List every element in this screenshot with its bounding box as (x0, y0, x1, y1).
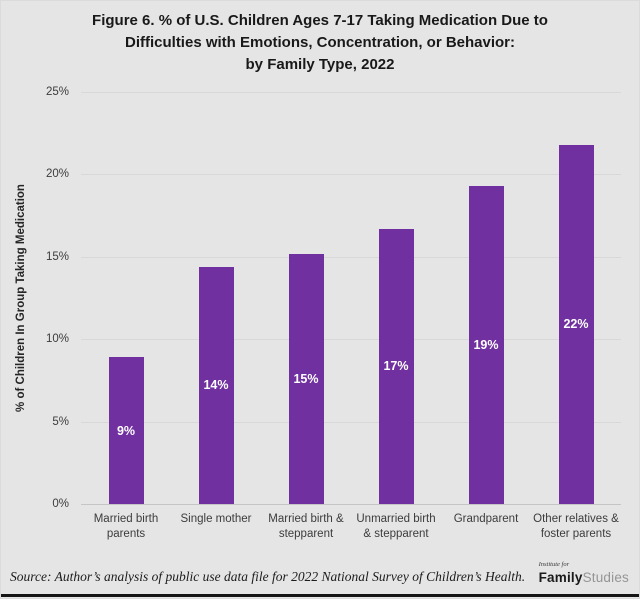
x-axis-line (81, 504, 621, 505)
bar-value-label: 17% (383, 359, 409, 374)
x-category-label: Other relatives & foster parents (533, 513, 619, 540)
bar-slot: 22% (531, 92, 621, 504)
y-tick-label: 20% (45, 168, 69, 181)
y-tick-label: 25% (45, 86, 69, 98)
bar-married-birth-stepparent: 15% (288, 253, 324, 504)
x-category-label: Grandparent (453, 513, 519, 525)
gridline-20pct (81, 174, 621, 176)
bar-series: 9% 14% 15% 17% 19% (81, 92, 621, 504)
y-tick-label: 10% (45, 333, 69, 346)
bar-grandparent: 19% (468, 185, 504, 504)
x-category-label: Married birth & stepparent (268, 513, 344, 540)
institute-for-family-studies-logo: Institute for FamilyStudies (538, 561, 629, 585)
bar-value-label: 19% (473, 337, 499, 352)
source-note: Source: Author’s analysis of public use … (10, 569, 526, 584)
bar-slot: 9% (81, 92, 171, 504)
logo-word-family: Family (538, 569, 583, 585)
bottom-accent-bar (1, 594, 639, 597)
y-tick-label: 0% (52, 498, 69, 510)
bar-unmarried-birth-stepparent: 17% (378, 228, 414, 504)
logo-word-studies: Studies (582, 569, 629, 585)
bar-slot: 15% (261, 92, 351, 504)
y-tick-label: 15% (45, 250, 69, 263)
gridline-15pct (81, 256, 621, 258)
logo-wordmark: FamilyStudies (538, 569, 629, 585)
bar-slot: 14% (171, 92, 261, 504)
gridline-25pct (81, 92, 621, 93)
x-category-label: Unmarried birth & stepparent (356, 513, 436, 540)
bar-other-relatives-foster-parents: 22% (558, 144, 594, 504)
gridline-10pct (81, 339, 621, 341)
x-axis-category-labels: Married birth parents Single mother Marr… (81, 512, 621, 542)
x-category-label: Single mother (180, 513, 252, 525)
figure-title-line-1: Figure 6. % of U.S. Children Ages 7-17 T… (92, 12, 548, 29)
y-axis-tick-labels: 25% 20% 15% 10% 5% 0% (1, 86, 69, 510)
y-tick-label: 5% (52, 415, 69, 428)
bar-value-label: 22% (563, 317, 589, 332)
bar-value-label: 14% (203, 378, 229, 393)
bar-slot: 19% (441, 92, 531, 504)
bar-married-birth-parents: 9% (108, 357, 144, 504)
gridline-5pct (81, 421, 621, 423)
bar-value-label: 9% (116, 423, 136, 438)
figure-title: Figure 6. % of U.S. Children Ages 7-17 T… (1, 10, 639, 76)
logo-tagline: Institute for (538, 561, 570, 568)
figure-title-line-3: by Family Type, 2022 (245, 56, 395, 73)
bar-value-label: 15% (293, 371, 319, 386)
figure-title-line-2: Difficulties with Emotions, Concentratio… (124, 34, 516, 51)
plot-area: 9% 14% 15% 17% 19% (81, 92, 621, 505)
bar-single-mother: 14% (198, 266, 234, 504)
bar-slot: 17% (351, 92, 441, 504)
x-category-label: Married birth parents (93, 513, 159, 540)
